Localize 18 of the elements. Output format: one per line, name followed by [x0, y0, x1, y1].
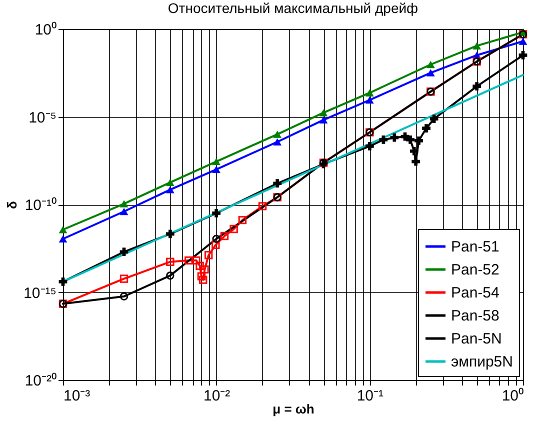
legend-label: Pan-51 — [451, 238, 500, 256]
legend-label: Pan-54 — [451, 284, 500, 302]
y-tick-label: 10⁻¹⁰ — [24, 197, 56, 214]
x-tick-label: 10⁰ — [502, 388, 524, 404]
legend-label: Pan-58 — [451, 308, 500, 324]
x-tick-label: 10⁻³ — [64, 388, 90, 404]
y-axis-title: δ — [4, 200, 20, 209]
y-tick-label: 10⁻¹⁵ — [24, 284, 56, 302]
x-tick-label: 10⁻² — [203, 388, 230, 404]
x-tick-label: 10⁻¹ — [356, 388, 384, 404]
legend-label: эмпир5N — [451, 354, 513, 370]
y-tick-label: 10⁻⁵ — [28, 109, 56, 126]
legend-label: Pan-52 — [451, 262, 500, 278]
y-tick-label: 10⁰ — [34, 22, 56, 38]
y-tick-label: 10⁻²⁰ — [24, 372, 56, 390]
x-axis-title: μ = ωh — [272, 402, 314, 416]
legend-label: Pan-5N — [451, 330, 502, 348]
chart-title: Относительный максимальный дрейф — [168, 0, 418, 16]
